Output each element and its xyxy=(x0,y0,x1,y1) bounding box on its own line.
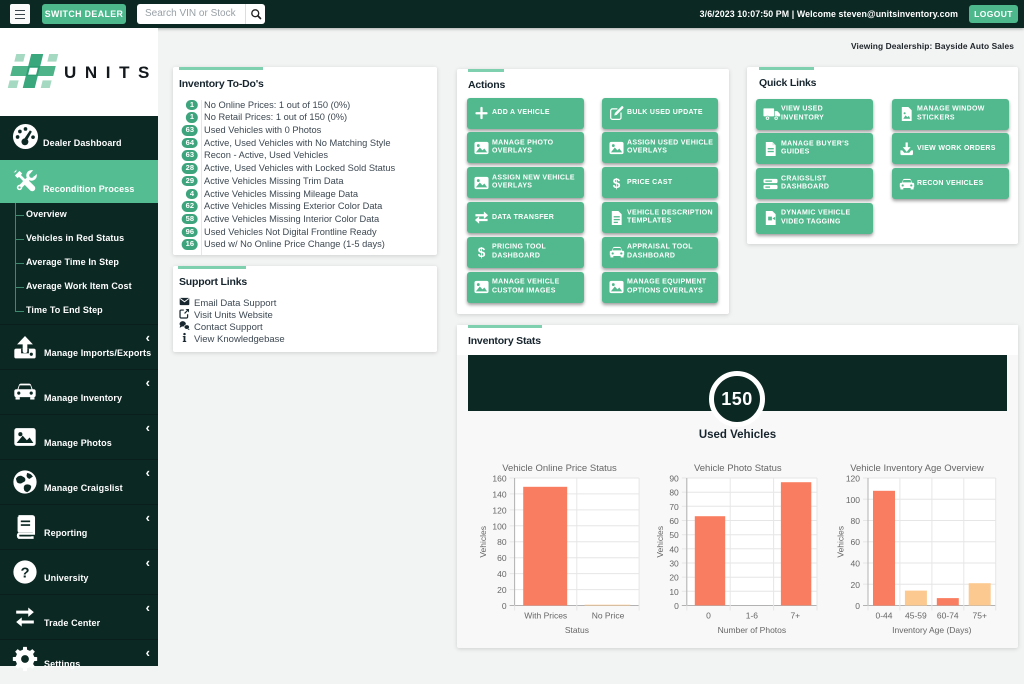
svg-text:40: 40 xyxy=(497,569,507,579)
svg-text:With Prices: With Prices xyxy=(524,611,567,621)
svg-text:10: 10 xyxy=(669,587,679,597)
svg-text:70: 70 xyxy=(669,502,679,512)
svg-text:Inventory Age (Days): Inventory Age (Days) xyxy=(892,625,972,635)
svg-text:50: 50 xyxy=(669,530,679,540)
svg-text:1-6: 1-6 xyxy=(746,611,759,621)
svg-text:0-44: 0-44 xyxy=(875,611,892,621)
svg-text:80: 80 xyxy=(497,537,507,547)
svg-text:120: 120 xyxy=(846,474,860,484)
svg-text:0: 0 xyxy=(706,611,711,621)
svg-text:60-74: 60-74 xyxy=(937,611,959,621)
svg-text:60: 60 xyxy=(497,553,507,563)
svg-text:75+: 75+ xyxy=(972,611,986,621)
svg-text:No Price: No Price xyxy=(592,611,625,621)
svg-text:40: 40 xyxy=(851,559,861,569)
svg-text:140: 140 xyxy=(492,489,506,499)
svg-text:20: 20 xyxy=(851,580,861,590)
svg-text:20: 20 xyxy=(669,573,679,583)
svg-text:120: 120 xyxy=(492,505,506,515)
svg-text:30: 30 xyxy=(669,559,679,569)
svg-text:20: 20 xyxy=(497,585,507,595)
svg-text:100: 100 xyxy=(492,521,506,531)
svg-text:0: 0 xyxy=(855,601,860,611)
svg-text:Number of Photos: Number of Photos xyxy=(718,625,787,635)
svg-text:Vehicles: Vehicles xyxy=(655,526,665,558)
svg-text:0: 0 xyxy=(502,601,507,611)
svg-text:0: 0 xyxy=(674,601,679,611)
svg-text:60: 60 xyxy=(851,537,861,547)
svg-text:Vehicle Photo Status: Vehicle Photo Status xyxy=(694,463,782,474)
svg-text:Vehicles: Vehicles xyxy=(478,526,488,558)
svg-text:UNITS: UNITS xyxy=(64,63,158,82)
svg-text:160: 160 xyxy=(492,474,506,484)
svg-text:80: 80 xyxy=(851,516,861,526)
svg-text:Vehicle Online Price Status: Vehicle Online Price Status xyxy=(502,463,617,474)
svg-text:100: 100 xyxy=(846,495,860,505)
svg-text:Vehicles: Vehicles xyxy=(835,526,845,558)
svg-text:7+: 7+ xyxy=(790,611,800,621)
svg-text:45-59: 45-59 xyxy=(905,611,927,621)
svg-text:90: 90 xyxy=(669,474,679,484)
svg-text:60: 60 xyxy=(669,516,679,526)
svg-text:Vehicle Inventory Age Overview: Vehicle Inventory Age Overview xyxy=(850,463,984,474)
svg-text:40: 40 xyxy=(669,544,679,554)
svg-text:80: 80 xyxy=(669,488,679,498)
svg-text:Status: Status xyxy=(565,625,589,635)
